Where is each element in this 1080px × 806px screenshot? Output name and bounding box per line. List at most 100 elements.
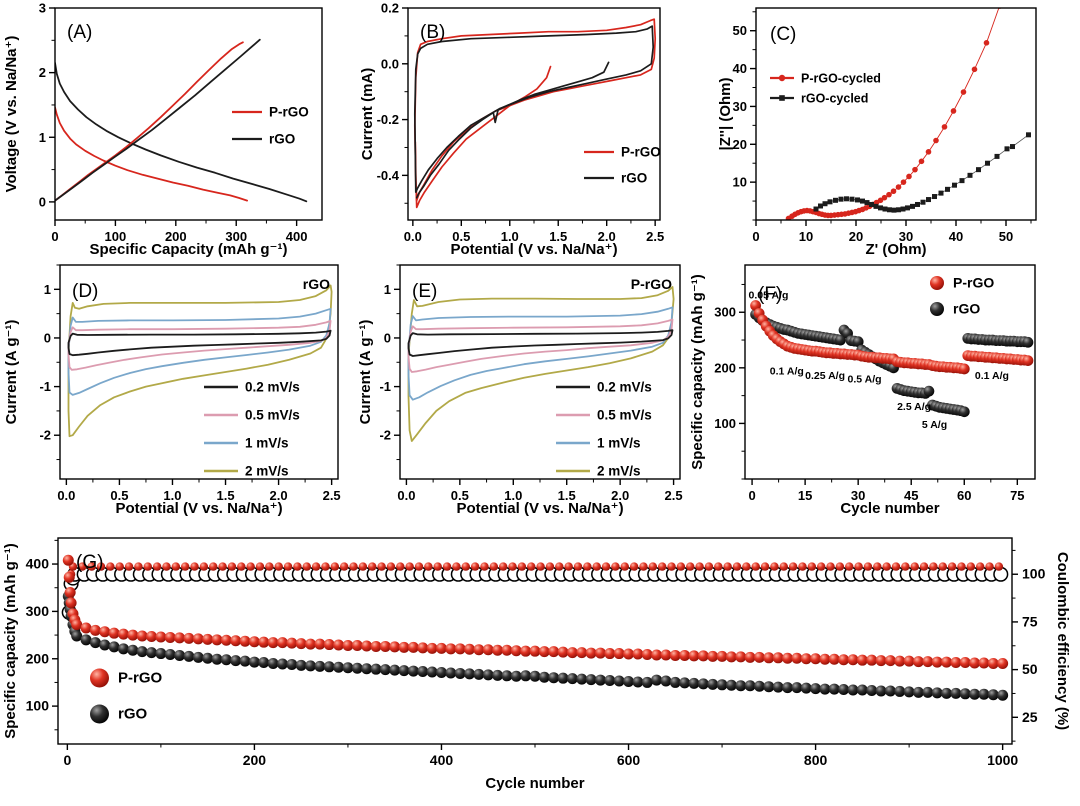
legend-label: 0.5 mV/s [597, 408, 652, 423]
x-tick-label: 40 [949, 229, 963, 244]
y-tick-label: -2 [379, 428, 391, 443]
panel-letter: (D) [72, 281, 98, 302]
corner-sample-label: rGO [303, 276, 330, 292]
y-tick-label: 0 [39, 194, 46, 209]
panel-letter: (G) [76, 552, 103, 573]
y-tick-label: 100 [714, 416, 736, 431]
rate-annotation: 0.5 A/g [848, 373, 882, 385]
series-rgo-cycle-2 [413, 25, 655, 193]
x-axis: 0 100 200 300 400 [51, 220, 307, 244]
legend-label: P-rGO [621, 145, 661, 160]
series-rgo-cycled [813, 132, 1031, 213]
legend-label: 2 mV/s [597, 464, 641, 479]
x-tick-label: 200 [165, 229, 187, 244]
x-tick-label: 45 [904, 488, 918, 503]
y-axis: 10 20 30 40 50 [733, 11, 756, 221]
rate-annotation: 5 A/g [922, 419, 947, 431]
rate-annotations: 0.05 A/g0.1 A/g 0.25 A/g 0.5 A/g2.5 A/g5 A… [749, 289, 1009, 431]
x-tick-label: 2.0 [270, 488, 288, 503]
y-axis-label: Current (mA) [359, 68, 376, 161]
legend-label: rGO-cycled [801, 92, 868, 106]
x-tick-label: 0 [51, 229, 58, 244]
panel-letter: (B) [420, 22, 445, 43]
y-tick-label: 3 [39, 1, 46, 16]
legend-label: 0.2 mV/s [245, 380, 300, 395]
y-tick-label: 10 [733, 175, 747, 190]
plot-background [756, 8, 1036, 220]
y-axis-label: Current (A g⁻¹) [3, 320, 20, 425]
plot-frame [755, 7, 1037, 221]
y2-tick-label: 25 [1022, 709, 1038, 725]
x-axis-label: Potential (V vs. Na/Na⁺) [456, 500, 623, 517]
x-axis-label: Potential (V vs. Na/Na⁺) [450, 241, 617, 258]
x-tick-label: 0.0 [397, 488, 415, 503]
y-axis: -2 -1 0 1 [379, 264, 400, 461]
y-axis-label: Voltage (V vs. Na/Na⁺) [3, 36, 20, 193]
x-tick-label: 0 [63, 752, 71, 768]
legend-label: P-rGO [269, 105, 309, 120]
x-tick-label: 1.5 [549, 229, 567, 244]
x-tick-label: 2.5 [646, 229, 664, 244]
plot-background [55, 8, 322, 220]
chart-g-canvas: 0 200 400 600 800 1000 100 200 300 400 25 50 75 100 Co… [2, 537, 1071, 792]
panel-letter: (C) [770, 24, 796, 45]
series-area [785, 8, 1031, 220]
legend-label: P-rGO [118, 670, 163, 687]
legend-label: P-rGO-cycled [801, 72, 881, 86]
y-tick-label: 300 [714, 305, 736, 320]
x-tick-label: 0 [748, 488, 755, 503]
panel-letter: (A) [67, 22, 92, 43]
x-axis: 0 15 30 45 60 75 [748, 479, 1025, 503]
y-tick-label: 300 [26, 603, 50, 619]
rate-annotation: 0.25 A/g [805, 370, 845, 382]
series-1-mv-s [67, 307, 332, 396]
series-area [413, 18, 657, 209]
panel-b-cv-comparison: 0.0 0.5 1.0 1.5 2.0 2.5 0.2 0.0 -0.2 -0.4 Potentia… [359, 0, 720, 259]
x-tick-label: 0.5 [110, 488, 128, 503]
legend-label: rGO [953, 301, 980, 317]
plot-frame [744, 264, 1036, 480]
legend-label: P-rGO [953, 275, 994, 291]
x-tick-label: 100 [105, 229, 127, 244]
legend: 0.2 mV/s 0.5 mV/s 1 mV/s 2 mV/s [204, 380, 300, 479]
series-p-rgo [750, 300, 1034, 375]
legend: P-rGO rGO [232, 105, 309, 147]
x-tick-label: 2.0 [611, 488, 629, 503]
y-tick-label: 0.2 [381, 1, 399, 16]
x-tick-label: 50 [999, 229, 1013, 244]
plot-background [745, 265, 1035, 479]
legend: P-rGO-cycled rGO-cycled [770, 72, 881, 106]
rate-annotation: 0.05 A/g [749, 289, 789, 301]
chart-e-canvas: 0.0 0.5 1.0 1.5 2.0 2.5 -2 -1 0 1 Potential (V vs.… [357, 264, 683, 517]
series-p-rgo-efficiency [65, 562, 1004, 598]
legend-label: 2 mV/s [245, 464, 289, 479]
panel-a-charge-discharge: 0 100 200 300 400 0 1 2 3 Specific Capacity (mAh … [0, 0, 360, 258]
y-tick-label: -1 [379, 379, 391, 394]
series-0.5-mv-s [67, 320, 332, 371]
series-2-mv-s [67, 284, 333, 438]
series-area [750, 300, 1034, 418]
x-tick-label: 200 [243, 752, 267, 768]
series-p-rgo-cycle-2 [413, 18, 657, 202]
series-area [407, 286, 675, 442]
series-0.5-mv-s [407, 318, 674, 373]
series-rgo-efficiency [61, 566, 1009, 620]
x-tick-label: 0.0 [404, 229, 422, 244]
panel-e-cv-prgo-scan-rates: 0.0 0.5 1.0 1.5 2.0 2.5 -2 -1 0 1 Potential (V vs.… [357, 255, 720, 520]
y-tick-label: 2 [39, 65, 46, 80]
legend: 0.2 mV/s 0.5 mV/s 1 mV/s 2 mV/s [556, 380, 652, 479]
legend-label: rGO [118, 706, 148, 723]
y2-tick-label: 100 [1022, 566, 1046, 582]
legend: P-rGO rGO [930, 275, 994, 317]
y-tick-label: 0 [384, 330, 391, 345]
y-tick-label: 50 [733, 23, 747, 38]
rate-annotation: 2.5 A/g [897, 401, 931, 413]
y2-axis-label: Coulombic efficiency (%) [1054, 552, 1071, 730]
y-tick-label: -0.4 [377, 168, 400, 183]
x-axis-label: Cycle number [840, 500, 939, 517]
x-axis-label: Potential (V vs. Na/Na⁺) [115, 500, 282, 517]
series-area [55, 38, 308, 203]
y-tick-label: 200 [714, 360, 736, 375]
y-tick-label: 20 [733, 137, 747, 152]
